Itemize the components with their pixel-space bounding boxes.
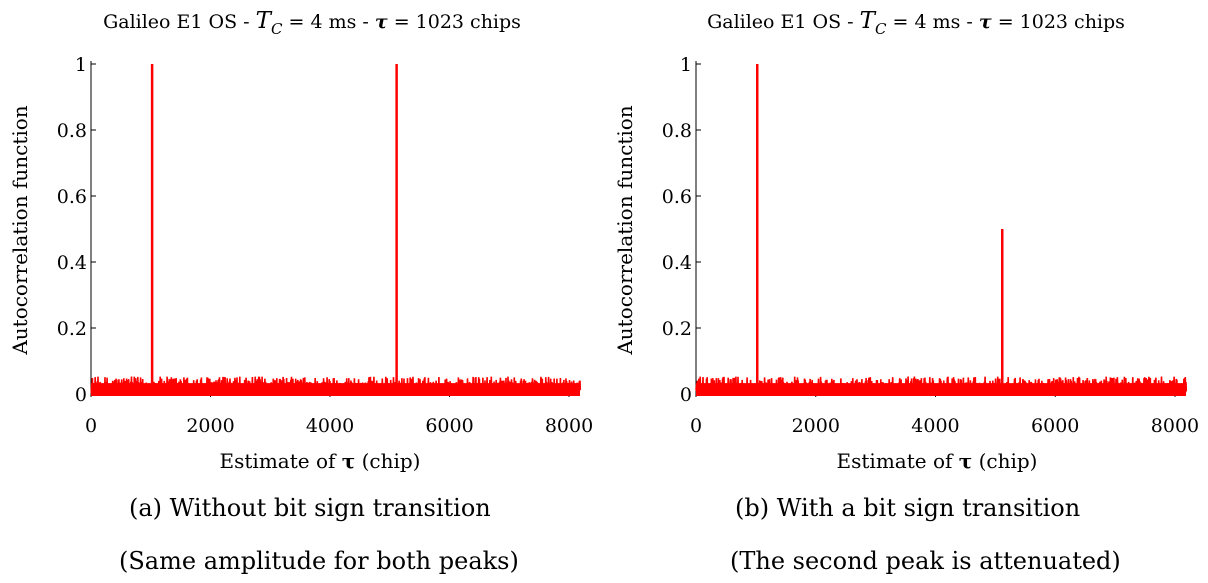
chart-b-svg: Galileo E1 OS - TC = 4 ms - τ = 1023 chi… (613, 8, 1199, 473)
chart-b-title-tau-var: τ (979, 11, 992, 33)
chart-a-ytick-label: 0.8 (57, 120, 87, 142)
chart-a-xtick-label: 8000 (545, 415, 593, 437)
chart-panel-b: Galileo E1 OS - TC = 4 ms - τ = 1023 chi… (604, 0, 1208, 583)
chart-b-xlabel-sym: τ (959, 449, 972, 473)
chart-b-ytick-label: 0 (680, 384, 692, 406)
chart-b-ylabel: Autocorrelation function (613, 105, 637, 355)
chart-b-xtick-label: 0 (690, 415, 702, 437)
chart-b-ytick-label: 0.8 (662, 120, 692, 142)
chart-a-title-tau-value: = 1023 chips (388, 11, 521, 33)
chart-a-ytick-label: 0.4 (57, 252, 87, 274)
chart-a-xlabel-sym: τ (342, 449, 355, 473)
chart-b-noise-band (696, 383, 1186, 396)
chart-b-xlabel-post: (chip) (972, 449, 1037, 473)
chart-a-xtick-label: 4000 (306, 415, 354, 437)
chart-b-xtick-label: 2000 (792, 415, 840, 437)
chart-a-xlabel: Estimate of τ (chip) (220, 449, 421, 473)
chart-b-title-tau-value: = 1023 chips (992, 11, 1125, 33)
chart-b-title-tc-sub: C (875, 20, 887, 38)
chart-a-title-tc-var: T (256, 8, 273, 34)
chart-a-title-tc-value: = 4 ms - (282, 11, 374, 33)
chart-b-ytick-label: 0.6 (662, 186, 692, 208)
chart-b-title-tc-var: T (860, 8, 877, 34)
chart-b-ytick-label: 0.4 (662, 252, 692, 274)
chart-b-axes: 0 0.2 0.4 0.6 0.8 1 0 2000 4000 6000 8000 (662, 54, 1199, 437)
chart-a-xtick-label: 6000 (425, 415, 473, 437)
subcaption-a: (Same amplitude for both peaks) (119, 547, 519, 575)
chart-b-ytick-label: 0.2 (662, 318, 692, 340)
chart-b-ytick-label: 1 (680, 54, 692, 76)
chart-b-xlabel: Estimate of τ (chip) (837, 449, 1038, 473)
chart-b-title: Galileo E1 OS - TC = 4 ms - τ = 1023 chi… (707, 8, 1125, 38)
chart-b-title-tc-value: = 4 ms - (886, 11, 978, 33)
chart-a-ytick-label: 1 (75, 54, 87, 76)
chart-a-noise-band (91, 383, 580, 396)
chart-a-xlabel-post: (chip) (355, 449, 420, 473)
chart-a-title-tc-sub: C (271, 20, 283, 38)
chart-b-xtick-label: 4000 (911, 415, 959, 437)
subcaption-b: (The second peak is attenuated) (730, 547, 1121, 575)
chart-b-xlabel-pre: Estimate of (837, 449, 959, 473)
chart-a-ylabel: Autocorrelation function (8, 105, 32, 355)
chart-a-xlabel-pre: Estimate of (220, 449, 342, 473)
chart-a-axes: 0 0.2 0.4 0.6 0.8 1 0 2000 4000 6000 8000 (57, 54, 593, 437)
chart-b-series (695, 64, 1188, 396)
chart-a-ytick-label: 0.2 (57, 318, 87, 340)
chart-a-series (90, 64, 582, 396)
chart-a-title-pre: Galileo E1 OS - (103, 11, 256, 33)
chart-b-xtick-label: 8000 (1151, 415, 1199, 437)
chart-b-xtick-label: 6000 (1031, 415, 1079, 437)
chart-a-ytick-label: 0.6 (57, 186, 87, 208)
chart-a-title-tau-var: τ (375, 11, 388, 33)
caption-a: (a) Without bit sign transition (129, 494, 491, 522)
chart-b-title-pre: Galileo E1 OS - (707, 11, 860, 33)
caption-b: (b) With a bit sign transition (735, 494, 1081, 522)
chart-a-xtick-label: 2000 (186, 415, 234, 437)
chart-a-xtick-label: 0 (85, 415, 97, 437)
chart-a-ytick-label: 0 (75, 384, 87, 406)
chart-a-svg: Galileo E1 OS - TC = 4 ms - τ = 1023 chi… (8, 8, 593, 473)
chart-panel-a: Galileo E1 OS - TC = 4 ms - τ = 1023 chi… (8, 8, 593, 575)
chart-a-title: Galileo E1 OS - TC = 4 ms - τ = 1023 chi… (103, 8, 521, 38)
